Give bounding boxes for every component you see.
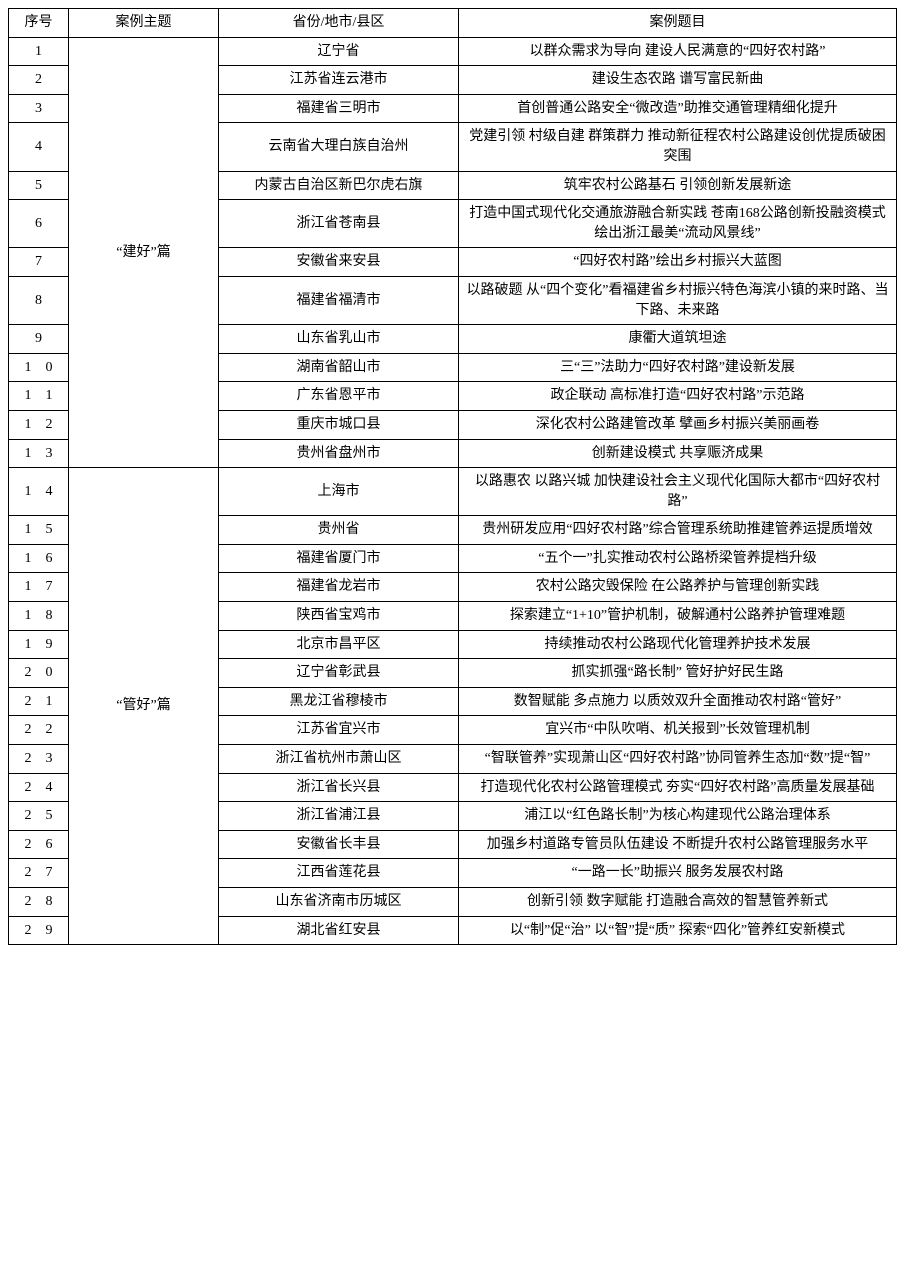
cell-title: 创新引领 数字赋能 打造融合高效的智慧管养新式 [459,888,897,917]
cell-region: 安徽省长丰县 [219,830,459,859]
cell-seq: 1 6 [9,544,69,573]
cell-seq: 1 2 [9,410,69,439]
cell-seq: 9 [9,325,69,354]
cell-title: 农村公路灾毁保险 在公路养护与管理创新实践 [459,573,897,602]
col-theme-header: 案例主题 [69,9,219,38]
cell-region: 浙江省长兴县 [219,773,459,802]
table-row: 1“建好”篇辽宁省以群众需求为导向 建设人民满意的“四好农村路” [9,37,897,66]
cell-region: 广东省恩平市 [219,382,459,411]
cell-seq: 4 [9,123,69,171]
case-table: 序号 案例主题 省份/地市/县区 案例题目 1“建好”篇辽宁省以群众需求为导向 … [8,8,897,945]
cell-seq: 1 7 [9,573,69,602]
cell-region: 福建省龙岩市 [219,573,459,602]
cell-title: “四好农村路”绘出乡村振兴大蓝图 [459,248,897,277]
cell-region: 辽宁省 [219,37,459,66]
table-header: 序号 案例主题 省份/地市/县区 案例题目 [9,9,897,38]
cell-seq: 2 3 [9,745,69,774]
cell-title: 创新建设模式 共享赈济成果 [459,439,897,468]
cell-region: 陕西省宝鸡市 [219,602,459,631]
cell-title: 以路破题 从“四个变化”看福建省乡村振兴特色海滨小镇的来时路、当下路、未来路 [459,276,897,324]
cell-seq: 8 [9,276,69,324]
cell-region: 安徽省来安县 [219,248,459,277]
col-region-header: 省份/地市/县区 [219,9,459,38]
cell-region: 江苏省宜兴市 [219,716,459,745]
cell-region: 浙江省浦江县 [219,802,459,831]
cell-seq: 2 1 [9,687,69,716]
cell-seq: 5 [9,171,69,200]
cell-seq: 6 [9,200,69,248]
cell-seq: 1 9 [9,630,69,659]
cell-region: 湖南省韶山市 [219,353,459,382]
cell-seq: 2 0 [9,659,69,688]
cell-title: “智联管养”实现萧山区“四好农村路”协同管养生态加“数”提“智” [459,745,897,774]
cell-seq: 2 5 [9,802,69,831]
cell-seq: 1 8 [9,602,69,631]
cell-title: 党建引领 村级自建 群策群力 推动新征程农村公路建设创优提质破困突围 [459,123,897,171]
cell-region: 山东省乳山市 [219,325,459,354]
cell-title: 贵州研发应用“四好农村路”综合管理系统助推建管养运提质增效 [459,516,897,545]
cell-seq: 2 6 [9,830,69,859]
cell-title: 以路惠农 以路兴城 加快建设社会主义现代化国际大都市“四好农村路” [459,468,897,516]
cell-seq: 2 9 [9,916,69,945]
cell-theme: “建好”篇 [69,37,219,468]
col-seq-header: 序号 [9,9,69,38]
col-title-header: 案例题目 [459,9,897,38]
cell-seq: 2 4 [9,773,69,802]
cell-seq: 1 [9,37,69,66]
cell-title: “五个一”扎实推动农村公路桥梁管养提档升级 [459,544,897,573]
cell-region: 浙江省杭州市萧山区 [219,745,459,774]
cell-title: 以群众需求为导向 建设人民满意的“四好农村路” [459,37,897,66]
cell-title: 浦江以“红色路长制”为核心构建现代公路治理体系 [459,802,897,831]
cell-region: 北京市昌平区 [219,630,459,659]
cell-seq: 3 [9,94,69,123]
cell-title: 打造中国式现代化交通旅游融合新实践 苍南168公路创新投融资模式绘出浙江最美“流… [459,200,897,248]
cell-region: 内蒙古自治区新巴尔虎右旗 [219,171,459,200]
table-row: 1 4“管好”篇上海市以路惠农 以路兴城 加快建设社会主义现代化国际大都市“四好… [9,468,897,516]
cell-region: 上海市 [219,468,459,516]
cell-title: 政企联动 高标准打造“四好农村路”示范路 [459,382,897,411]
cell-region: 浙江省苍南县 [219,200,459,248]
cell-seq: 1 0 [9,353,69,382]
cell-seq: 2 [9,66,69,95]
cell-title: 数智赋能 多点施力 以质效双升全面推动农村路“管好” [459,687,897,716]
cell-region: 贵州省盘州市 [219,439,459,468]
cell-title: 打造现代化农村公路管理模式 夯实“四好农村路”高质量发展基础 [459,773,897,802]
cell-region: 贵州省 [219,516,459,545]
cell-seq: 1 5 [9,516,69,545]
cell-region: 云南省大理白族自治州 [219,123,459,171]
cell-seq: 2 2 [9,716,69,745]
cell-seq: 1 3 [9,439,69,468]
cell-seq: 2 7 [9,859,69,888]
cell-title: 探索建立“1+10”管护机制，破解通村公路养护管理难题 [459,602,897,631]
cell-region: 江西省莲花县 [219,859,459,888]
table-body: 1“建好”篇辽宁省以群众需求为导向 建设人民满意的“四好农村路”2江苏省连云港市… [9,37,897,945]
cell-title: 建设生态农路 谱写富民新曲 [459,66,897,95]
cell-region: 福建省厦门市 [219,544,459,573]
cell-theme: “管好”篇 [69,468,219,945]
cell-title: 持续推动农村公路现代化管理养护技术发展 [459,630,897,659]
cell-title: 以“制”促“治” 以“智”提“质” 探索“四化”管养红安新模式 [459,916,897,945]
cell-region: 山东省济南市历城区 [219,888,459,917]
cell-title: “一路一长”助振兴 服务发展农村路 [459,859,897,888]
cell-title: 三“三”法助力“四好农村路”建设新发展 [459,353,897,382]
cell-seq: 1 4 [9,468,69,516]
cell-region: 江苏省连云港市 [219,66,459,95]
cell-title: 加强乡村道路专管员队伍建设 不断提升农村公路管理服务水平 [459,830,897,859]
cell-seq: 7 [9,248,69,277]
cell-region: 福建省福清市 [219,276,459,324]
cell-region: 辽宁省彰武县 [219,659,459,688]
cell-title: 筑牢农村公路基石 引领创新发展新途 [459,171,897,200]
cell-title: 康衢大道筑坦途 [459,325,897,354]
cell-region: 福建省三明市 [219,94,459,123]
cell-title: 宜兴市“中队吹哨、机关报到”长效管理机制 [459,716,897,745]
cell-region: 湖北省红安县 [219,916,459,945]
cell-region: 黑龙江省穆棱市 [219,687,459,716]
cell-seq: 2 8 [9,888,69,917]
cell-seq: 1 1 [9,382,69,411]
cell-title: 深化农村公路建管改革 擘画乡村振兴美丽画卷 [459,410,897,439]
cell-region: 重庆市城口县 [219,410,459,439]
cell-title: 首创普通公路安全“微改造”助推交通管理精细化提升 [459,94,897,123]
cell-title: 抓实抓强“路长制” 管好护好民生路 [459,659,897,688]
